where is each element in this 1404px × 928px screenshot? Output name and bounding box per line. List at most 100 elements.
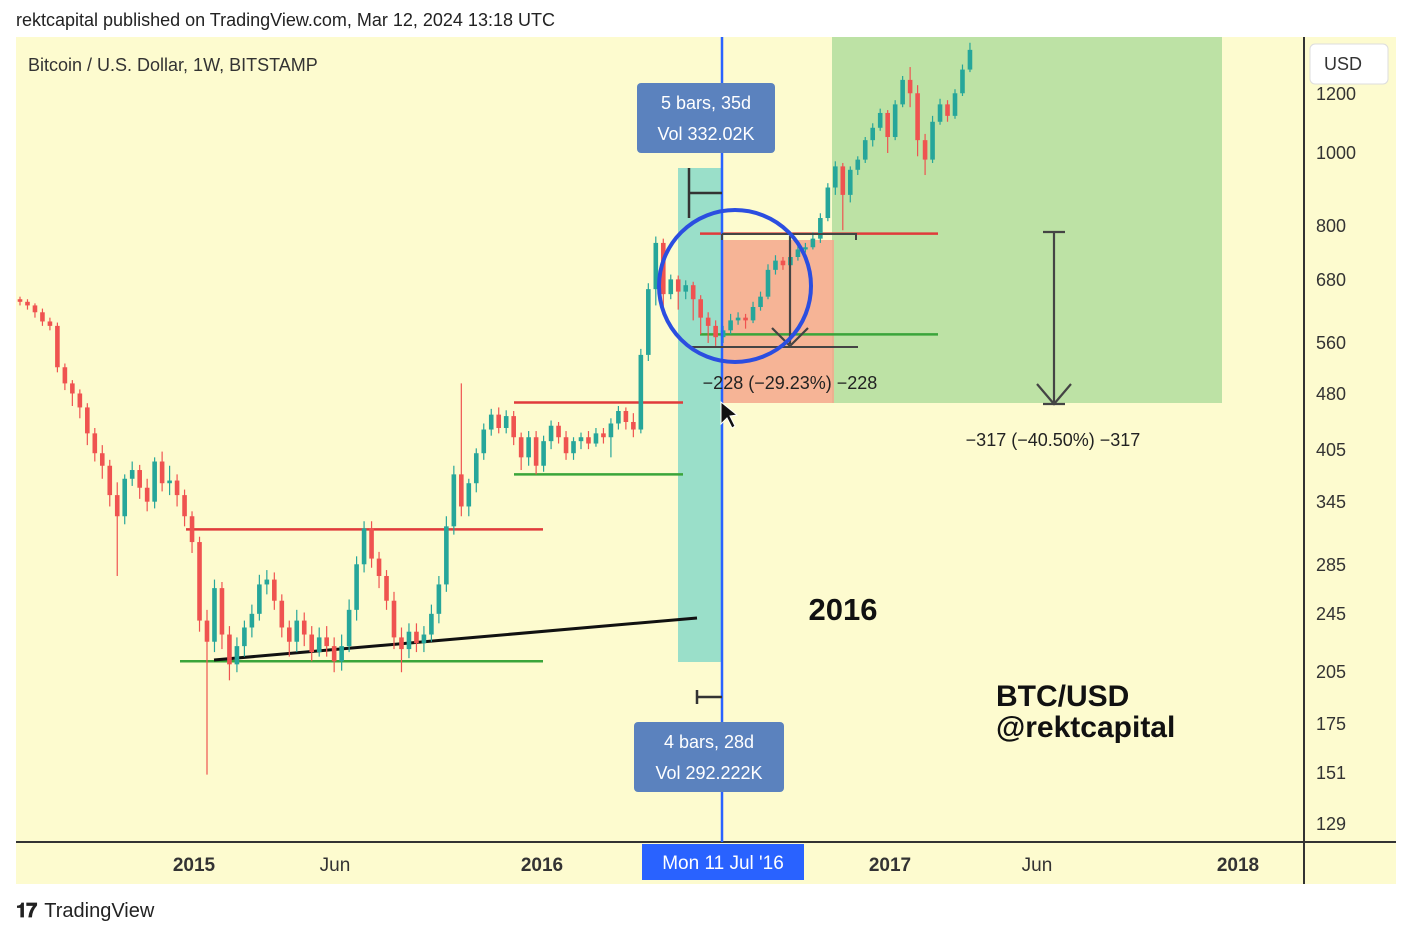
candle-body-26 [212, 588, 217, 642]
candle-body-80 [616, 411, 621, 424]
x-axis-ticks: 2015 Jun 2016 2017 Jun 2018 [173, 855, 1259, 876]
candle-body-86 [660, 242, 666, 295]
candle-body-58 [451, 474, 457, 527]
candle-body-35 [279, 600, 285, 628]
measure-top-volume: Vol 332.02K [657, 124, 754, 144]
candle-body-43 [339, 646, 344, 662]
candle-body-102 [780, 260, 786, 266]
price-axis-area[interactable] [1304, 37, 1396, 842]
candle-body-11 [99, 453, 105, 466]
candle-body-61 [473, 453, 479, 484]
measure-top-bars: 5 bars, 35d [661, 93, 751, 113]
candle-body-121 [922, 140, 928, 160]
measure-bottom-bracket [695, 690, 722, 704]
candle-body-5 [55, 325, 60, 368]
candle-body-0 [17, 299, 23, 302]
candle-4 [47, 317, 53, 331]
candle-body-99 [758, 296, 763, 307]
candle-body-48 [376, 558, 382, 576]
candle-body-10 [92, 433, 98, 454]
candle-78 [601, 428, 606, 444]
year-label: 2016 [809, 592, 878, 627]
y-tick-480: 480 [1316, 384, 1346, 404]
candle-99 [758, 291, 763, 311]
candle-32 [257, 574, 262, 621]
candle-73 [563, 431, 569, 460]
candle-40 [316, 627, 322, 657]
candle-83 [638, 348, 644, 434]
candle-125 [952, 89, 958, 119]
candle-109 [833, 161, 838, 195]
candle-body-39 [309, 634, 315, 653]
candle-body-71 [548, 425, 554, 442]
candle-56 [436, 575, 442, 624]
candle-body-108 [825, 187, 831, 219]
y-tick-345: 345 [1316, 492, 1346, 512]
watermark-author: @rektcapital [996, 711, 1175, 744]
candle-80 [616, 406, 621, 430]
candle-body-104 [795, 249, 801, 258]
candle-12 [107, 459, 113, 507]
candle-95 [728, 313, 733, 335]
candle-112 [855, 156, 861, 176]
candle-59 [459, 383, 464, 517]
publish-info: rektcapital published on TradingView.com… [16, 10, 555, 30]
candle-24 [197, 536, 202, 632]
candle-55 [429, 604, 434, 642]
candle-9 [85, 403, 90, 446]
candle-124 [945, 100, 950, 122]
candle-49 [384, 570, 389, 610]
candle-body-42 [331, 646, 337, 662]
candle-body-15 [129, 470, 135, 479]
y-tick-285: 285 [1316, 555, 1346, 575]
candle-body-14 [122, 478, 128, 517]
candle-body-4 [47, 321, 53, 326]
candle-33 [264, 570, 270, 595]
candle-body-29 [234, 646, 240, 665]
candle-body-59 [459, 474, 464, 507]
candle-body-53 [414, 631, 419, 644]
chart[interactable]: 1200 1000 800 680 560 480 405 345 285 245 205 175 15… [0, 0, 1404, 900]
drawdown-small-label: −228 (−29.23%) −228 [703, 373, 878, 393]
candle-body-84 [646, 289, 651, 355]
candle-body-77 [593, 433, 599, 444]
candle-34 [272, 572, 277, 610]
candle-63 [488, 408, 494, 436]
y-tick-1200: 1200 [1316, 84, 1356, 104]
candle-body-117 [892, 104, 898, 138]
candle-107 [818, 213, 823, 243]
candle-85 [653, 236, 659, 306]
candle-body-76 [586, 437, 591, 444]
candle-100 [765, 264, 771, 300]
candle-120 [915, 85, 920, 157]
candle-116 [885, 110, 890, 153]
candle-body-120 [915, 93, 920, 141]
measure-bottom-box: 4 bars, 28d Vol 292.222K [634, 722, 784, 792]
candle-114 [870, 123, 876, 147]
candle-body-1 [25, 301, 30, 306]
candle-body-9 [85, 407, 90, 434]
candle-52 [406, 623, 412, 659]
candle-body-55 [429, 613, 434, 635]
currency-button[interactable]: USD [1309, 43, 1389, 85]
candle-7 [70, 380, 75, 407]
candle-51 [399, 627, 404, 673]
candle-body-19 [159, 461, 165, 484]
candle-body-115 [877, 112, 883, 128]
y-tick-800: 800 [1316, 216, 1346, 236]
candle-43 [339, 634, 344, 671]
candle-79 [608, 418, 614, 458]
candle-body-113 [862, 140, 868, 160]
candle-body-119 [907, 79, 913, 94]
candle-body-45 [354, 564, 359, 610]
drawdown-large-arrow [1036, 230, 1072, 406]
candle-19 [159, 451, 165, 492]
candle-46 [361, 521, 367, 573]
candle-0 [17, 296, 23, 306]
y-tick-1000: 1000 [1316, 143, 1356, 163]
candle-22 [182, 489, 187, 527]
candle-118 [900, 75, 905, 108]
candle-75 [578, 432, 584, 450]
candle-body-82 [631, 421, 636, 430]
candle-127 [967, 42, 973, 73]
